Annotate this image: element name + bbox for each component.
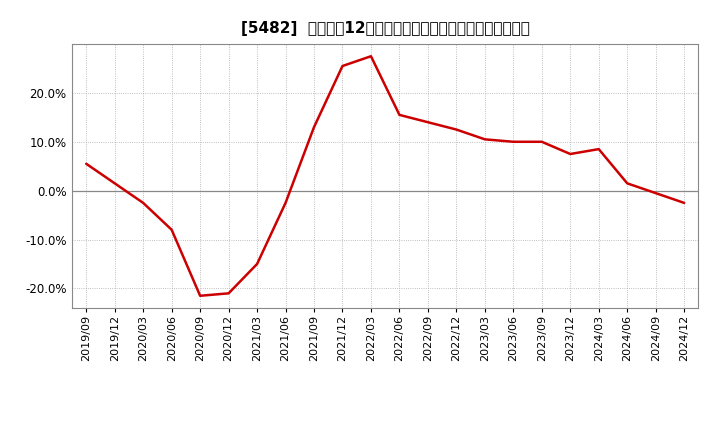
Title: [5482]  売上高の12か月移動合計の対前年同期増減率の推移: [5482] 売上高の12か月移動合計の対前年同期増減率の推移 (240, 21, 530, 36)
